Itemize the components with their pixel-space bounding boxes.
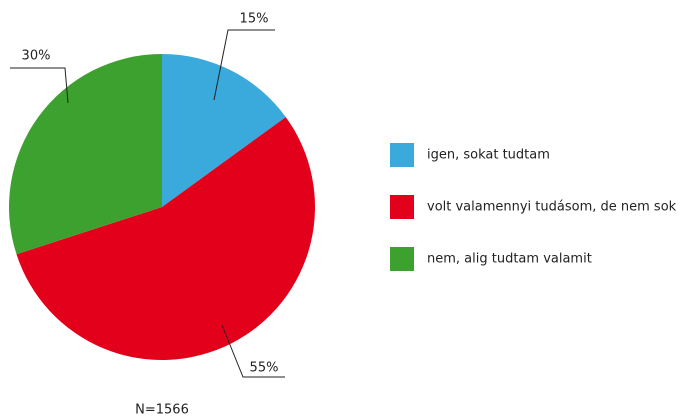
legend-label: igen, sokat tudtam [427, 148, 550, 163]
data-label: 15% [240, 12, 269, 27]
legend-swatch [390, 143, 414, 167]
legend-label: volt valamennyi tudásom, de nem sok [427, 200, 677, 215]
pie-slice [8, 54, 163, 255]
legend-label: nem, alig tudtam valamit [427, 252, 592, 267]
leader-line [10, 67, 69, 104]
leader-line [213, 29, 275, 101]
data-label: 30% [22, 49, 51, 64]
data-label: 55% [250, 361, 279, 376]
note: N=1566 [135, 403, 189, 418]
legend-swatch [390, 195, 414, 219]
pie-slice [16, 117, 316, 360]
legend-swatch [390, 247, 414, 271]
leader-line [221, 324, 285, 378]
pie-slice [162, 54, 286, 207]
